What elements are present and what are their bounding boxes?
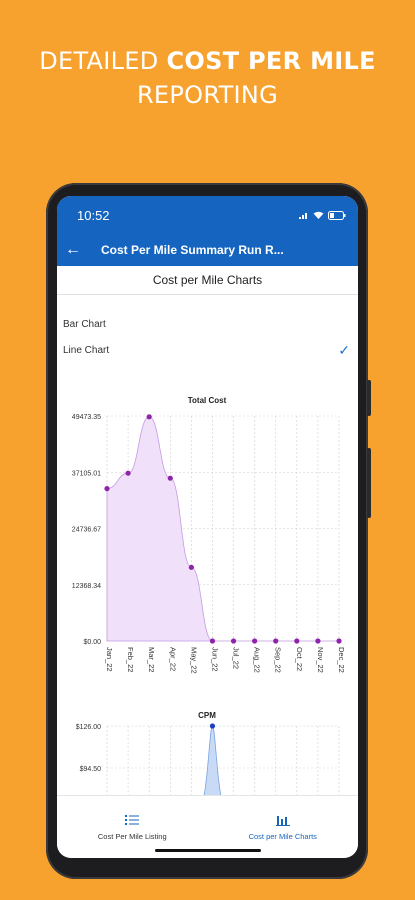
x-tick-label: Nov_22: [316, 647, 325, 673]
series-area-cpm: [203, 725, 222, 796]
option-bar-chart-label: Bar Chart: [63, 318, 106, 330]
wifi-icon: [313, 211, 324, 219]
data-point: [252, 638, 258, 644]
signal-icon: [299, 213, 307, 219]
data-point: [188, 564, 194, 570]
x-tick-label: Feb_22: [126, 647, 135, 672]
x-tick-label: Jul_22: [232, 647, 241, 669]
bar-chart-icon: [275, 815, 290, 826]
x-tick-label: Mar_22: [147, 647, 156, 672]
x-tick-label: Sep_22: [274, 647, 283, 673]
list-icon: [125, 814, 140, 825]
data-point: [125, 470, 131, 476]
chart-title: CPM: [198, 711, 216, 720]
app-bar-title: Cost Per Mile Summary Run R...: [101, 243, 284, 257]
x-tick-label: Aug_22: [253, 647, 262, 673]
x-tick-label: Jun_22: [210, 647, 219, 672]
data-point: [294, 638, 300, 644]
home-indicator: [155, 849, 261, 852]
headline-bold: COST PER MILE: [166, 47, 376, 75]
data-point: [315, 638, 321, 644]
x-tick-label: Apr_22: [168, 647, 177, 671]
option-line-chart-label: Line Chart: [63, 344, 110, 356]
phone-screen: 10:52 ← Cost Per Mile Summary Run R... C…: [57, 196, 358, 858]
nav-cost-per-mile-listing[interactable]: Cost Per Mile Listing: [57, 796, 208, 858]
y-tick-label: 49473.35: [72, 414, 101, 421]
option-bar-chart[interactable]: Bar Chart: [63, 311, 350, 337]
headline-line-1: DETAILED COST PER MILE: [0, 44, 415, 78]
status-bar: 10:52: [57, 196, 358, 234]
headline-plain: DETAILED: [39, 47, 159, 75]
series-area-total-cost: [106, 416, 339, 642]
bottom-nav: Cost Per Mile Listing Cost per Mile Char…: [57, 795, 358, 858]
battery-icon: [328, 210, 346, 220]
y-tick-label: $0.00: [83, 639, 101, 646]
promo-headline: DETAILED COST PER MILE REPORTING: [0, 44, 415, 112]
nav-charts-label: Cost per Mile Charts: [248, 831, 317, 841]
chart-title: Total Cost: [188, 396, 227, 405]
power-button: [367, 448, 371, 518]
data-point: [146, 414, 152, 420]
chart-type-options: Bar Chart Line Chart ✓: [57, 295, 358, 363]
app-bar: ← Cost Per Mile Summary Run R...: [57, 234, 358, 266]
x-tick-label: Jan_22: [105, 647, 114, 672]
data-point: [273, 638, 279, 644]
option-line-chart[interactable]: Line Chart ✓: [63, 337, 350, 363]
y-tick-label: 12368.34: [72, 583, 101, 590]
back-arrow-icon[interactable]: ←: [65, 241, 81, 258]
data-point: [209, 638, 216, 644]
data-point: [104, 486, 110, 492]
checkmark-icon: ✓: [338, 341, 350, 358]
x-tick-label: Dec_22: [337, 647, 346, 673]
status-icons: [299, 210, 346, 220]
y-tick-label: 37105.01: [72, 470, 101, 477]
nav-cost-per-mile-charts[interactable]: Cost per Mile Charts: [208, 796, 359, 858]
charts-svg: Total Cost $0.00 12368.34 24736.67 37105.01 4…: [72, 396, 346, 796]
y-tick-label: $94.50: [80, 766, 102, 773]
x-tick-label: May_22: [189, 647, 198, 674]
x-tick-label: Oct_22: [295, 647, 304, 671]
data-point: [209, 723, 216, 729]
data-point: [230, 638, 237, 644]
volume-button: [367, 380, 371, 416]
headline-line-2: REPORTING: [136, 81, 279, 109]
y-tick-label: $126.00: [76, 724, 101, 731]
y-tick-label: 24736.67: [72, 527, 101, 534]
status-time: 10:52: [77, 207, 110, 223]
page-title: Cost per Mile Charts: [57, 266, 358, 295]
data-point: [167, 475, 173, 481]
nav-listing-label: Cost Per Mile Listing: [97, 831, 167, 841]
data-point: [336, 638, 342, 644]
